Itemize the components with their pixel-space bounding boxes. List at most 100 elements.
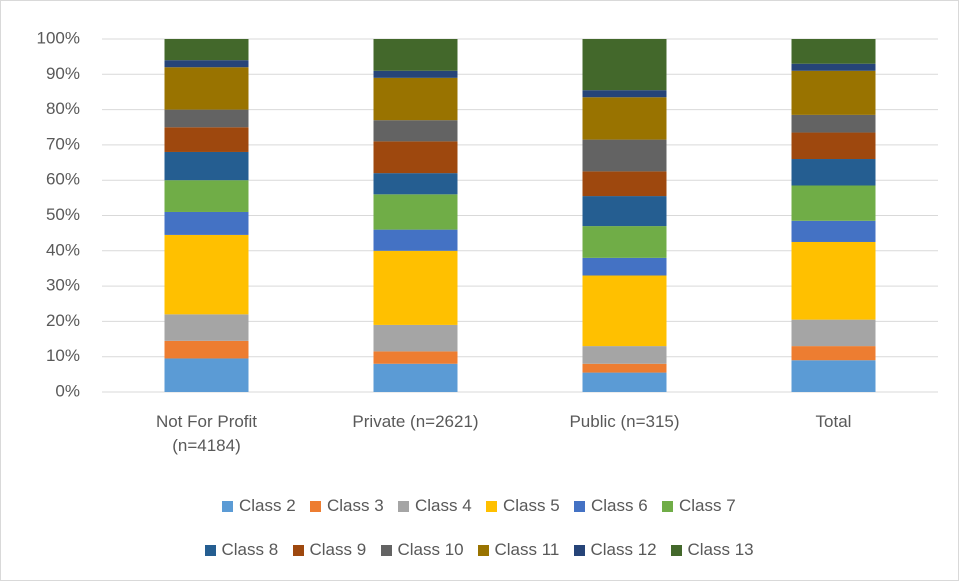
bar-segment (164, 234, 249, 315)
bar-segment (791, 220, 876, 242)
legend-swatch (380, 544, 392, 556)
y-tick-label: 50% (46, 205, 80, 224)
bar-segment (582, 139, 667, 172)
bar-segment (582, 171, 667, 197)
legend-swatch (662, 500, 673, 512)
y-tick-label: 20% (46, 311, 80, 330)
x-tick-label: Private (n=2621) (352, 412, 479, 431)
bar-segment (582, 90, 667, 98)
bar-segment (791, 39, 876, 64)
legend-swatch (670, 544, 682, 556)
bar-segment (791, 346, 876, 361)
bar-segment (791, 132, 876, 160)
bar-segment (164, 39, 249, 61)
legend-item: Class 8 (204, 540, 279, 560)
bar-segment (164, 314, 249, 341)
legend-label: Class 5 (503, 496, 560, 515)
legend-swatch (292, 544, 304, 556)
legend-item: Class 2 (222, 496, 296, 516)
bar-segment (373, 77, 458, 121)
y-tick-label: 80% (46, 99, 80, 118)
bar-segment (373, 70, 458, 78)
bar-segment (582, 346, 667, 364)
y-tick-label: 100% (37, 28, 80, 47)
legend-label: Class 7 (679, 496, 736, 515)
bar-segment (791, 241, 876, 320)
y-tick-label: 60% (46, 170, 80, 189)
bar-segment (791, 185, 876, 221)
y-tick-label: 10% (46, 346, 80, 365)
legend-label: Class 9 (309, 540, 367, 559)
bar-segment (373, 39, 458, 71)
bar-segment (582, 363, 667, 373)
legend-label: Class 6 (591, 496, 648, 515)
legend-item: Class 7 (662, 496, 736, 516)
legend-item: Class 12 (573, 540, 657, 560)
bar-segment (791, 319, 876, 347)
legend-item: Class 6 (574, 496, 648, 516)
bar-segment (164, 180, 249, 212)
legend-item: Class 4 (398, 496, 472, 516)
legend-item: Class 9 (292, 540, 367, 560)
bar-segment (791, 159, 876, 186)
bar-segment (373, 250, 458, 325)
bar-segment (373, 141, 458, 174)
bar-segment (164, 127, 249, 152)
legend-label: Class 3 (327, 496, 384, 515)
legend-label: Class 12 (590, 540, 657, 559)
bar-segment (164, 60, 249, 68)
legend-label: Class 10 (397, 540, 464, 559)
legend-swatch (310, 500, 321, 512)
bar-segment (582, 97, 667, 140)
bar-segment (373, 351, 458, 364)
bar-segment (164, 211, 249, 235)
bar-segment (791, 70, 876, 115)
bar-segment (582, 275, 667, 347)
bar-segment (791, 63, 876, 71)
legend-swatch (574, 500, 585, 512)
legend-item: Class 10 (380, 540, 464, 560)
bar-segment (582, 39, 667, 91)
legend-label: Class 11 (494, 540, 560, 559)
bar-segment (164, 340, 249, 359)
legend-swatch (477, 544, 489, 556)
y-tick-label: 0% (55, 381, 80, 400)
y-tick-label: 70% (46, 134, 80, 153)
legend-swatch (486, 500, 497, 512)
bar-segment (164, 109, 249, 128)
legend-item: Class 13 (670, 540, 754, 560)
bar-segment (582, 372, 667, 392)
legend-label: Class 8 (221, 540, 279, 559)
y-tick-label: 90% (46, 64, 80, 83)
bar-segment (373, 194, 458, 230)
legend-label: Class 4 (415, 496, 472, 515)
y-tick-label: 30% (46, 276, 80, 295)
bar-segment (582, 196, 667, 227)
bar-segment (791, 360, 876, 392)
legend-item: Class 3 (310, 496, 384, 516)
bar-segment (164, 151, 249, 181)
bar-segment (164, 358, 249, 392)
legend-item: Class 11 (477, 540, 560, 560)
legend-swatch (398, 500, 409, 512)
legend-swatch (222, 500, 233, 512)
x-tick-label: Not For Profit (n=4184) (155, 412, 258, 455)
y-tick-label: 40% (46, 240, 80, 259)
x-tick-label: Total (815, 412, 852, 431)
bar-segment (373, 173, 458, 195)
bar-segment (373, 324, 458, 352)
legend-label: Class 13 (687, 540, 754, 559)
bar-segment (164, 67, 249, 110)
bar-segment (791, 114, 876, 133)
legend-label: Class 2 (239, 496, 296, 515)
bar-segment (582, 226, 667, 258)
legend-item: Class 5 (486, 496, 560, 516)
legend-swatch (204, 544, 216, 556)
bar-segment (373, 120, 458, 142)
bar-segment (373, 229, 458, 251)
x-tick-label: Public (n=315) (569, 412, 680, 431)
legend-swatch (573, 544, 585, 556)
bar-segment (582, 257, 667, 276)
